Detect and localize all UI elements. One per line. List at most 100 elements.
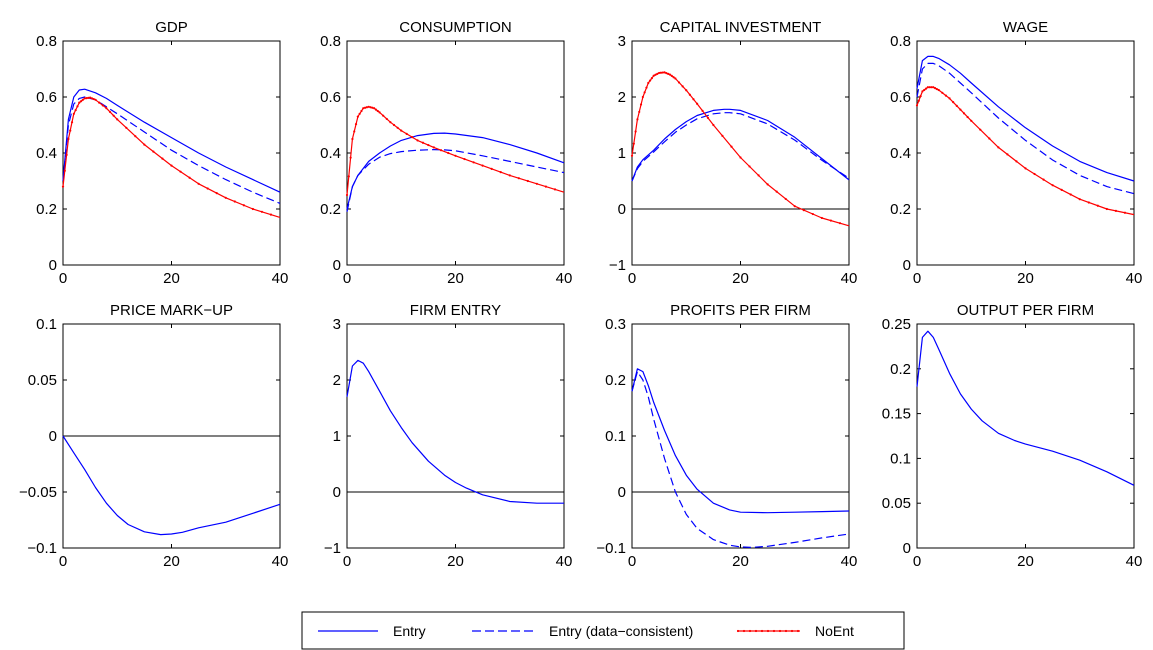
series-point-noent [721, 134, 724, 137]
series-point-noent [188, 176, 191, 179]
series-point-noent [647, 81, 650, 85]
series-point-noent [919, 94, 922, 98]
series-point-noent [923, 88, 926, 92]
series-line-entry-data-consistent [631, 371, 850, 549]
series-point-noent [681, 85, 684, 88]
series-point-noent [125, 126, 128, 129]
series-point-noent [1105, 207, 1108, 211]
series-point-noent [1078, 198, 1081, 201]
series-point-noent [917, 99, 920, 102]
series-line-entry-data-consistent [346, 149, 565, 212]
series-point-noent [101, 104, 104, 107]
y-tick-label: 0.05 [882, 495, 911, 512]
series-point-noent [351, 137, 354, 141]
series-point-noent [90, 97, 94, 100]
series-point-noent [838, 222, 842, 225]
series-point-noent [363, 106, 367, 109]
series-point-noent [499, 171, 502, 174]
series-point-noent [677, 81, 681, 84]
series-point-noent [143, 143, 146, 146]
series-point-noent [652, 74, 655, 77]
x-tick-label: 20 [732, 553, 749, 570]
y-tick-label: 0.2 [890, 361, 911, 378]
series-point-noent [630, 154, 634, 157]
series-point-noent [353, 130, 356, 133]
series-point-noent [988, 137, 991, 140]
series-point-noent [641, 95, 644, 99]
series-point-noent [242, 204, 245, 207]
series-point-noent [685, 89, 688, 92]
panel-profits-per-firm: PROFITS PER FIRM−0.100.10.20.30 20 40 [596, 302, 857, 570]
series-point-noent [667, 72, 670, 75]
series-point-noent [962, 112, 966, 115]
series-point-noent [701, 109, 704, 112]
plot-frame [346, 40, 565, 266]
series-point-noent [179, 170, 182, 173]
legend-swatch-marker [772, 629, 776, 633]
series-point-noent [400, 129, 403, 132]
series-point-noent [526, 179, 529, 183]
series-line-entry [631, 368, 850, 514]
legend-label: NoEnt [815, 623, 854, 639]
y-tick-label: 0.1 [605, 428, 626, 445]
series-line-entry-data-consistent [62, 96, 281, 204]
series-point-noent [661, 71, 664, 74]
y-tick-label: 0.05 [28, 372, 57, 389]
series-point-noent [1060, 188, 1063, 191]
y-tick-label: −1 [609, 257, 626, 274]
x-tick-label: 20 [447, 270, 464, 287]
series-point-noent [347, 175, 350, 178]
y-tick-label: 2 [618, 89, 626, 106]
panel-title: PROFITS PER FIRM [670, 302, 811, 319]
series-point-noent [639, 103, 643, 106]
series-point-noent [672, 76, 675, 79]
panel-title: OUTPUT PER FIRM [957, 302, 1094, 319]
series-point-noent [197, 182, 200, 185]
series-point-noent [382, 114, 385, 117]
series-point-noent [959, 108, 962, 111]
y-tick-label: 2 [333, 372, 341, 389]
panel-wage: WAGE 0 0.2 0.4 0.6 0.8 0 20 40 [890, 19, 1142, 287]
series-point-noent [712, 123, 715, 127]
legend-swatch-marker [742, 629, 746, 633]
series-line-entry [62, 88, 281, 193]
y-tick-label: 3 [618, 33, 626, 50]
series-point-noent [933, 87, 937, 90]
series-point-noent [70, 121, 74, 124]
panel-consumption: CONSUMPTION 0 0.2 0.4 0.6 0.8 0 20 40 [320, 19, 572, 287]
series-point-noent [362, 107, 365, 110]
series-point-noent [61, 185, 65, 188]
series-point-noent [421, 141, 425, 144]
series-point-noent [935, 87, 938, 91]
x-tick-label: 0 [913, 270, 921, 287]
y-tick-label: −0.05 [19, 484, 57, 501]
x-tick-label: 0 [59, 270, 67, 287]
series-point-noent [696, 102, 699, 105]
legend-item-entry-data-consistent: Entry (data−consistent) [472, 623, 693, 639]
series-point-noent [811, 212, 814, 216]
x-tick-label: 20 [447, 553, 464, 570]
series-point-noent [233, 200, 236, 203]
y-tick-label: 0.3 [605, 316, 626, 333]
y-tick-label: 0.8 [320, 33, 341, 50]
series-point-noent [508, 174, 511, 177]
series-point-noent [376, 109, 379, 113]
series-point-noent [269, 213, 273, 216]
y-tick-label: 0 [49, 428, 57, 445]
series-point-noent [915, 104, 919, 107]
series-point-noent [766, 183, 769, 186]
series-point-noent [674, 77, 677, 80]
series-point-noent [654, 73, 657, 76]
series-point-noent [648, 79, 652, 82]
y-tick-label: 0 [333, 257, 341, 274]
series-point-noent [349, 156, 352, 159]
series-point-noent [658, 71, 661, 75]
series-point-noent [161, 157, 164, 160]
series-point-noent [378, 111, 381, 114]
series-point-noent [87, 96, 90, 99]
series-point-noent [385, 117, 388, 121]
series-point-noent [948, 97, 951, 100]
plot-frame [62, 40, 281, 266]
series-point-noent [108, 110, 112, 114]
